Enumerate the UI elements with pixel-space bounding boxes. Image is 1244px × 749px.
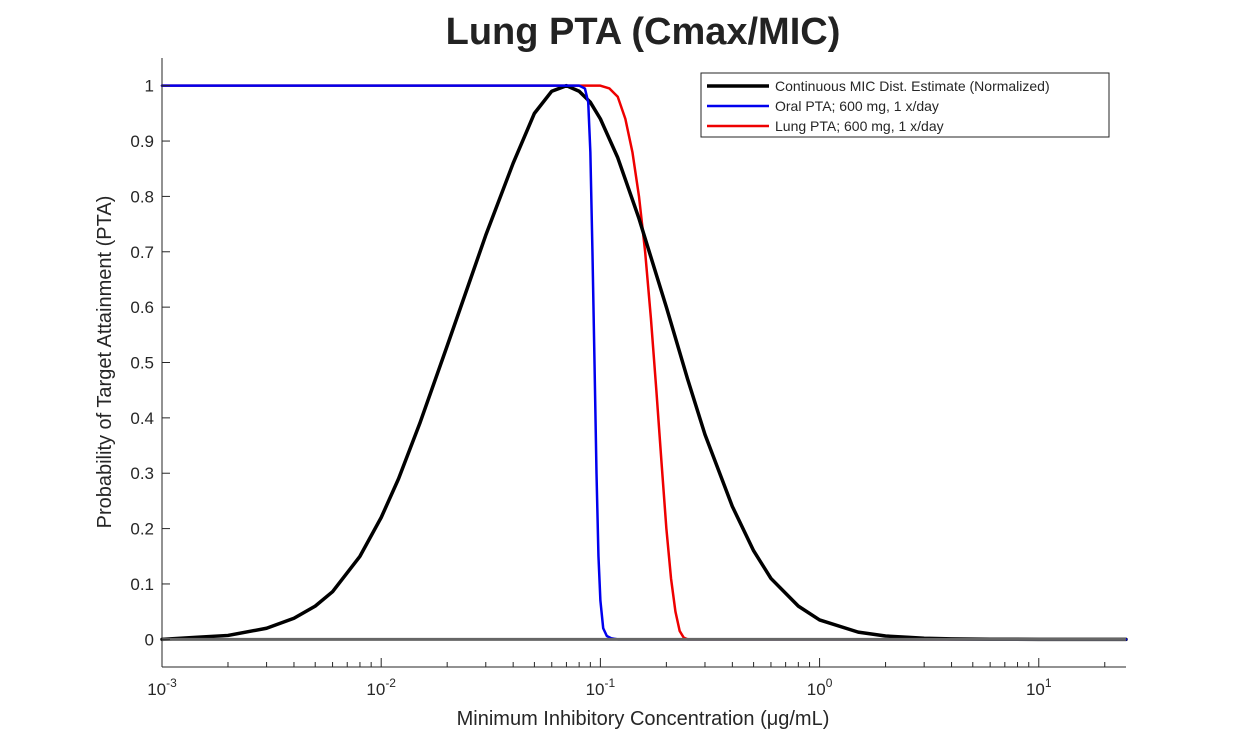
x-tick-label: 10-2 xyxy=(366,676,396,699)
y-tick-label: 0.5 xyxy=(130,354,154,373)
series-line-2 xyxy=(160,84,1128,641)
y-tick-label: 0.7 xyxy=(130,243,154,262)
legend-label-1: Oral PTA; 600 mg, 1 x/day xyxy=(775,98,939,114)
x-tick-label: 101 xyxy=(1026,676,1052,699)
y-tick-label: 0.4 xyxy=(130,409,154,428)
y-tick-label: 0.1 xyxy=(130,575,154,594)
y-tick-label: 0.8 xyxy=(130,187,154,206)
axes-background xyxy=(162,58,1126,667)
y-tick-label: 0.6 xyxy=(130,298,154,317)
x-tick-label: 10-1 xyxy=(586,676,616,699)
y-tick-label: 0 xyxy=(145,630,154,649)
legend-label-0: Continuous MIC Dist. Estimate (Normalize… xyxy=(775,78,1050,94)
y-tick-label: 0.3 xyxy=(130,464,154,483)
y-tick-label: 0.9 xyxy=(130,132,154,151)
legend-label-2: Lung PTA; 600 mg, 1 x/day xyxy=(775,118,944,134)
plot-area: 10-3 10-2 10-1 100 101 0 0.1 0.2 0.3 0.4 0.5 0.6 0.… xyxy=(130,58,1128,699)
y-tick-label: 1 xyxy=(145,77,154,96)
y-axis-label: Probability of Target Attainment (PTA) xyxy=(94,196,116,529)
x-axis-label: Minimum Inhibitory Concentration (μg/mL) xyxy=(457,708,830,730)
y-tick-label: 0.2 xyxy=(130,520,154,539)
chart-title: Lung PTA (Cmax/MIC) xyxy=(446,11,841,53)
x-tick-label: 100 xyxy=(807,676,833,699)
series-line-0 xyxy=(160,83,1128,642)
x-axis-ticks: 10-3 10-2 10-1 100 101 xyxy=(147,658,1106,699)
y-axis-ticks: 0 0.1 0.2 0.3 0.4 0.5 0.6 0.7 0.8 0.9 1 xyxy=(130,77,170,649)
legend: Continuous MIC Dist. Estimate (Normalize… xyxy=(700,72,1110,138)
x-tick-label: 10-3 xyxy=(147,676,177,699)
